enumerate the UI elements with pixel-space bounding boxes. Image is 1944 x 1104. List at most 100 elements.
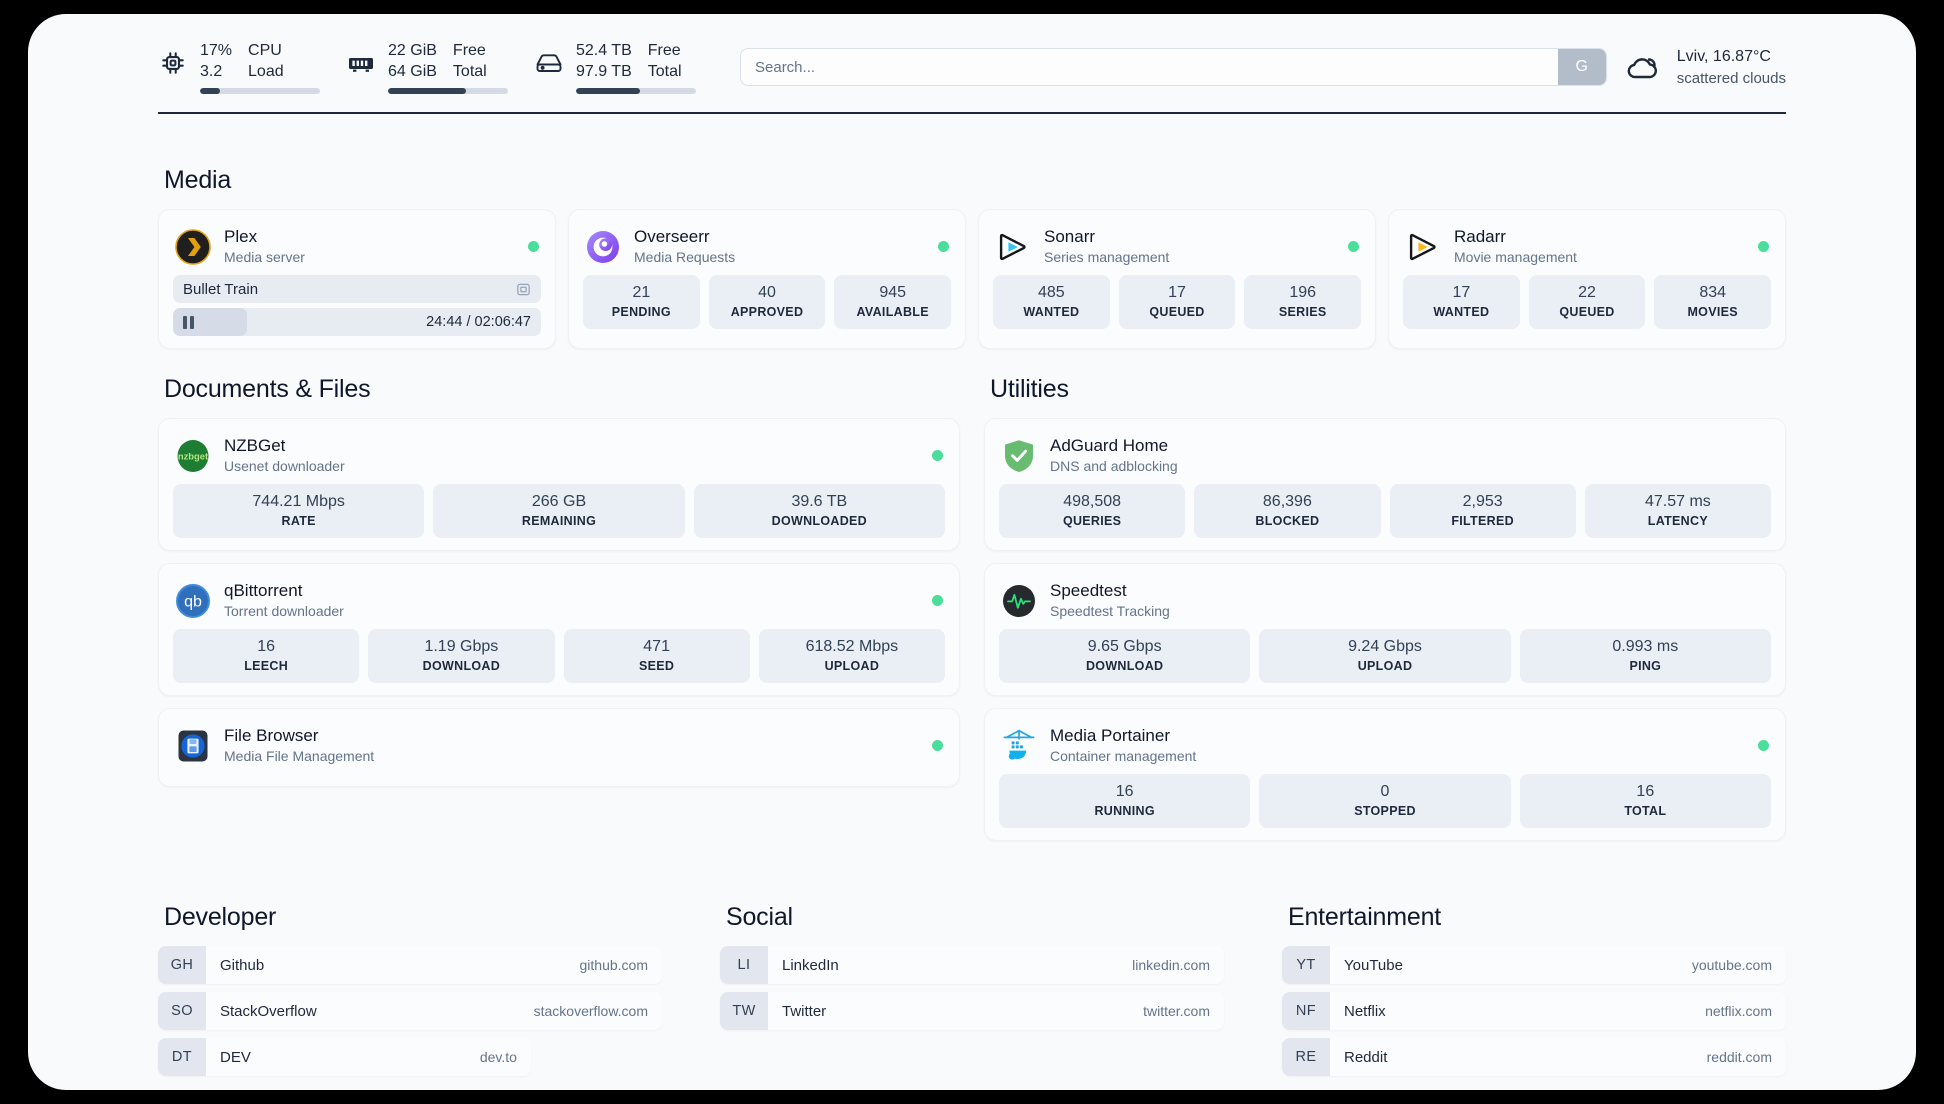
stat-label: PENDING [611,305,671,319]
stat-tile[interactable]: 0.993 ms PING [1519,629,1771,683]
stat-tile[interactable]: 498,508 QUERIES [999,484,1186,538]
pause-icon[interactable] [183,315,194,329]
adguard-icon [1001,438,1037,474]
stat-tile[interactable]: 618.52 Mbps UPLOAD [758,629,945,683]
service-card-qbittorrent[interactable]: qb qBittorrent Torrent downloader 16 LEE… [158,563,960,696]
service-card-overseerr[interactable]: Overseerr Media Requests 21 PENDING 40 A… [568,209,966,349]
service-card-plex[interactable]: Plex Media server Bullet Train 24:44 / 0… [158,209,556,349]
service-name: Speedtest [1050,581,1127,600]
stat-tile[interactable]: 9.24 Gbps UPLOAD [1259,629,1511,683]
stat-tile[interactable]: 471 SEED [563,629,750,683]
bookmark-item[interactable]: GH Github github.com [158,946,662,984]
bookmark-list: GH Github github.com SO StackOverflow st… [158,946,662,1076]
resource-value-secondary: 97.9 TB [576,63,632,80]
svg-text:nzbget: nzbget [178,450,208,461]
service-subtitle: Media server [224,249,305,265]
stat-tile[interactable]: 16 LEECH [173,629,360,683]
service-name: Plex [224,227,258,246]
stat-tile[interactable]: 17 QUEUED [1118,275,1236,329]
stat-tile[interactable]: 40 APPROVED [708,275,826,329]
search-bar[interactable]: G [740,48,1607,86]
section-title-documents: Documents & Files [164,375,371,403]
bookmark-item[interactable]: TW Twitter twitter.com [720,992,1224,1030]
bookmark-url: netflix.com [1705,1003,1772,1019]
service-card-adguard-home[interactable]: AdGuard Home DNS and adblocking 498,508 … [984,418,1786,551]
bookmark-abbr: RE [1282,1038,1330,1076]
service-card-radarr[interactable]: Radarr Movie management 17 WANTED 22 QUE… [1388,209,1786,349]
stat-tile[interactable]: 16 RUNNING [999,774,1251,828]
search-engine-button[interactable]: G [1557,49,1606,85]
service-card-speedtest[interactable]: Speedtest Speedtest Tracking 9.65 Gbps D… [984,563,1786,696]
stat-tile[interactable]: 196 SERIES [1244,275,1362,329]
stat-tile[interactable]: 266 GB REMAINING [433,484,685,538]
section-title-media: Media [164,166,232,194]
cpu-icon [158,48,188,78]
weather-description: scattered clouds [1676,69,1786,87]
stat-value: 39.6 TB [791,493,848,510]
resource-label-primary: CPU [248,42,282,59]
stat-value: 86,396 [1262,493,1312,510]
stat-tile[interactable]: 1.19 Gbps DOWNLOAD [368,629,555,683]
weather-widget[interactable]: Lviv, 16.87°C scattered clouds [1625,46,1786,89]
stat-value: 21 [632,284,651,301]
stat-label: BLOCKED [1255,514,1320,528]
stat-value: 17 [1452,284,1471,301]
stat-tile[interactable]: 47.57 ms LATENCY [1584,484,1771,538]
service-card-nzbget[interactable]: nzbget NZBGet Usenet downloader 744.21 M… [158,418,960,551]
service-name: Media Portainer [1050,726,1171,745]
service-card-header: AdGuard Home DNS and adblocking [999,431,1771,484]
resource-usage-bar [200,88,320,94]
resource-widgets: 17% 3.2 CPU Load [158,40,722,94]
stat-tile[interactable]: 39.6 TB DOWNLOADED [693,484,945,538]
stat-tile[interactable]: 744.21 Mbps RATE [173,484,425,538]
bookmark-item[interactable]: DT DEV dev.to [158,1038,531,1076]
service-card-media-portainer[interactable]: Media Portainer Container management 16 … [984,708,1786,841]
stat-label: UPLOAD [824,659,880,673]
bookmark-item[interactable]: RE Reddit reddit.com [1282,1038,1786,1076]
resource-label-primary: Free [452,42,486,59]
search-input[interactable] [741,49,1558,85]
stat-tile[interactable]: 22 QUEUED [1528,275,1646,329]
stat-value: 16 [1115,783,1134,800]
service-card-sonarr[interactable]: Sonarr Series management 485 WANTED 17 Q… [978,209,1376,349]
service-card-header: Radarr Movie management [1403,222,1771,275]
stat-tile[interactable]: 86,396 BLOCKED [1194,484,1381,538]
stat-tile[interactable]: 9.65 Gbps DOWNLOAD [999,629,1251,683]
stat-tile[interactable]: 21 PENDING [583,275,700,329]
stat-label: LEECH [244,659,289,673]
stat-value: 16 [1636,783,1655,800]
bookmark-item[interactable]: YT YouTube youtube.com [1282,946,1786,984]
stat-label: WANTED [1433,305,1490,319]
bookmark-abbr: GH [158,946,206,984]
stat-tile[interactable]: 834 MOVIES [1654,275,1772,329]
bookmark-name: DEV [220,1048,251,1066]
stat-value: 9.65 Gbps [1087,638,1162,655]
stat-tile[interactable]: 0 STOPPED [1259,774,1511,828]
stat-value: 2,953 [1462,493,1503,510]
now-playing-progress[interactable]: 24:44 / 02:06:47 [173,308,541,336]
stat-tile[interactable]: 945 AVAILABLE [834,275,952,329]
stat-label: AVAILABLE [856,305,929,319]
service-card-header: Speedtest Speedtest Tracking [999,576,1771,629]
service-card-file-browser[interactable]: File Browser Media File Management [158,708,960,787]
bookmark-item[interactable]: SO StackOverflow stackoverflow.com [158,992,662,1030]
stat-label: APPROVED [730,305,804,319]
stat-tile[interactable]: 485 WANTED [993,275,1110,329]
radarr-icon [1405,229,1441,265]
stat-tile[interactable]: 17 WANTED [1403,275,1520,329]
chromecast-icon [516,282,531,297]
status-indicator [938,241,949,252]
bookmark-group-social: Social LI LinkedIn linkedin.com TW Twitt… [720,851,1224,1076]
documents-column: Documents & Files nzbget NZBGet Usenet d… [158,349,960,841]
disk-icon [534,48,564,78]
now-playing-title-bar[interactable]: Bullet Train [173,275,541,303]
service-card-header: qb qBittorrent Torrent downloader [173,576,945,629]
status-indicator [1758,241,1769,252]
bookmark-item[interactable]: NF Netflix netflix.com [1282,992,1786,1030]
stat-label: SEED [639,659,675,673]
stat-tile[interactable]: 16 TOTAL [1519,774,1771,828]
bookmark-url: linkedin.com [1132,957,1210,973]
bookmark-item[interactable]: LI LinkedIn linkedin.com [720,946,1224,984]
stat-tile[interactable]: 2,953 FILTERED [1389,484,1576,538]
service-subtitle: Speedtest Tracking [1050,603,1170,619]
